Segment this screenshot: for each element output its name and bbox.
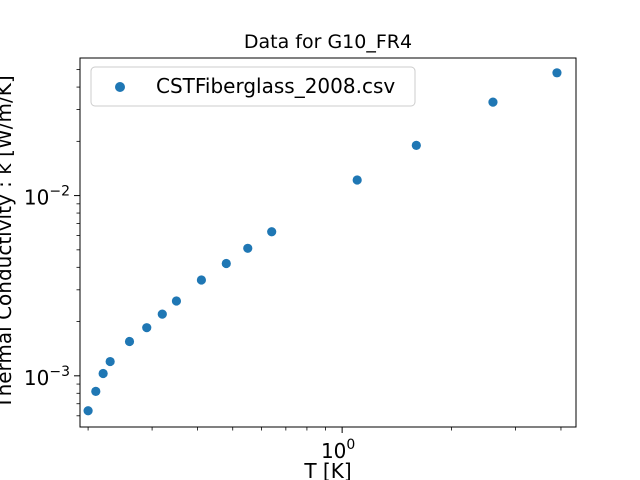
legend-label: CSTFiberglass_2008.csv xyxy=(156,74,395,98)
y-tick-label: 10−3 xyxy=(24,364,70,390)
data-point xyxy=(124,336,135,347)
data-point xyxy=(83,406,93,416)
data-point xyxy=(196,275,207,285)
data-points xyxy=(83,68,562,416)
legend-marker xyxy=(115,82,125,92)
data-point xyxy=(352,175,362,185)
data-point xyxy=(411,140,421,150)
y-minor-ticks xyxy=(76,69,80,417)
y-tick-label: 10−2 xyxy=(24,184,70,210)
legend: CSTFiberglass_2008.csv xyxy=(90,66,416,107)
data-point xyxy=(488,97,498,107)
x-tick-label: 100 xyxy=(321,437,355,463)
x-minor-ticks xyxy=(87,427,562,431)
data-point xyxy=(243,243,253,253)
y-major-ticks: 10−3 10−2 xyxy=(24,184,80,390)
x-axis-label: T [K] xyxy=(303,459,351,480)
data-point xyxy=(171,296,182,306)
data-point xyxy=(142,323,152,333)
data-point xyxy=(221,258,231,269)
chart-title: Data for G10_FR4 xyxy=(244,31,412,53)
y-axis-label: Thermal Conductivity : k [W/m/K] xyxy=(0,75,16,409)
data-point xyxy=(157,309,167,319)
data-point xyxy=(91,386,101,396)
data-point xyxy=(267,227,277,237)
legend-frame xyxy=(90,66,416,107)
plot-frame xyxy=(79,57,577,428)
data-point xyxy=(98,368,108,379)
data-point xyxy=(105,356,115,367)
x-major-ticks: 100 xyxy=(321,427,355,463)
data-point xyxy=(552,68,562,78)
